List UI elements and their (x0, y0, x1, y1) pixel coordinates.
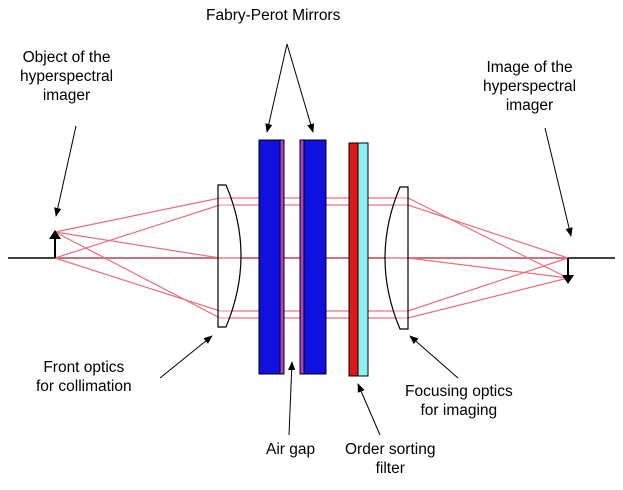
mirror-1-coating (279, 139, 285, 375)
label-order-filter-line-1: Order sorting (345, 441, 436, 458)
fabry-perot-mirror-1 (258, 139, 281, 375)
label-order-filter: Order sorting filter (345, 440, 435, 478)
order-filter-red (348, 142, 359, 377)
label-front-optics: Front optics for collimation (36, 358, 132, 396)
label-front-optics-line-2: for collimation (36, 378, 132, 395)
pointer-fp-left (265, 43, 288, 133)
pointer-image (544, 127, 573, 237)
label-object-line-1: Object of the (22, 49, 111, 66)
label-fabry-perot-mirrors: Fabry-Perot Mirrors (206, 7, 341, 24)
pointer-air-gap (288, 361, 296, 436)
label-object: Object of the hyperspectral imager (20, 48, 113, 105)
object-arrowhead (49, 230, 61, 239)
order-filter-cyan (357, 142, 369, 377)
pointer-front-optics (159, 335, 213, 379)
label-image: Image of the hyperspectral imager (483, 58, 576, 115)
label-front-optics-line-1: Front optics (43, 359, 125, 376)
label-focusing-optics-line-1: Focusing optics (405, 383, 513, 400)
mirror-2-coating (299, 139, 305, 375)
pointer-focusing-optics (409, 335, 459, 379)
label-order-filter-line-2: filter (375, 460, 405, 477)
label-focusing-optics: Focusing optics for imaging (405, 382, 513, 420)
label-image-line-1: Image of the (486, 59, 573, 76)
front-lens (217, 184, 242, 328)
fabry-perot-mirror-2 (303, 139, 327, 375)
pointer-object (54, 125, 77, 217)
label-air-gap: Air gap (266, 441, 316, 458)
label-image-line-3: imager (505, 97, 554, 114)
focusing-lens (384, 186, 409, 330)
label-object-line-3: imager (42, 87, 91, 104)
pointer-order-filter (357, 383, 381, 436)
label-object-line-2: hyperspectral (20, 68, 114, 85)
label-image-line-2: hyperspectral (483, 78, 577, 95)
pointer-fp-right (286, 43, 315, 133)
image-arrowhead (562, 275, 574, 284)
label-focusing-optics-line-2: for imaging (420, 402, 498, 419)
